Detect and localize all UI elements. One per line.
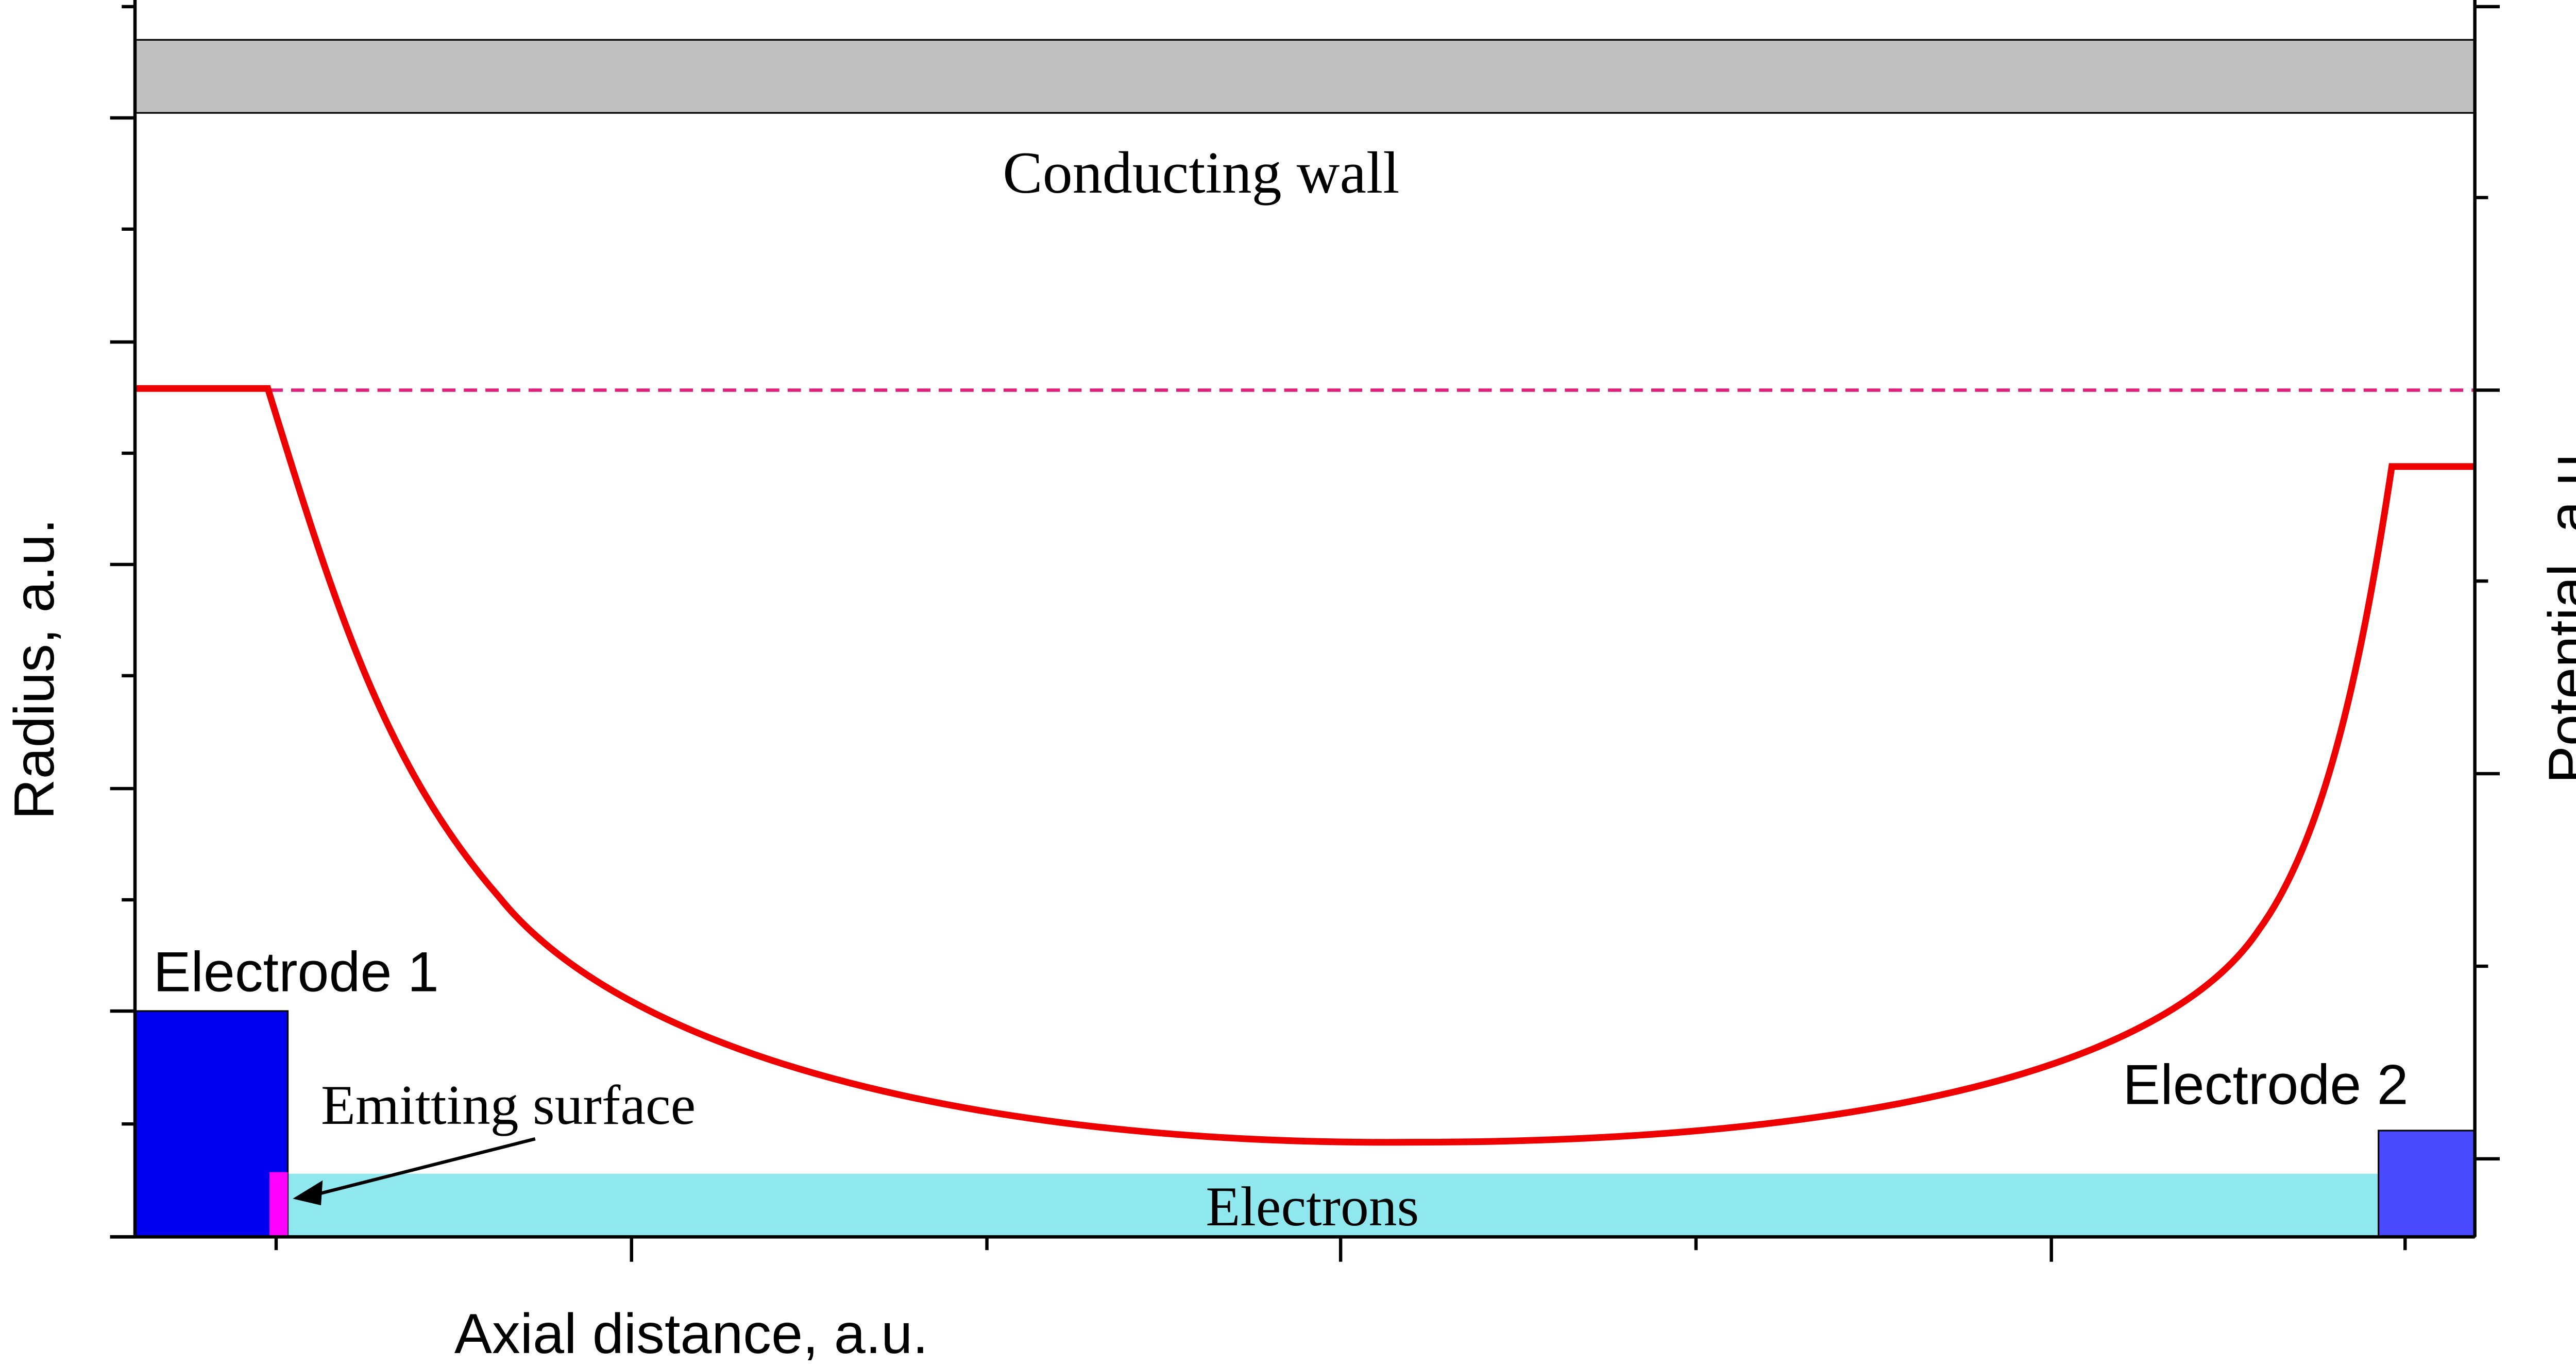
arrowhead-icon [293,1180,323,1206]
bottom-axis-ticks [274,1237,2407,1262]
x-axis-label: Axial distance, a.u. [454,1303,928,1365]
potential-curve [135,385,2475,1146]
electrons-band [286,1173,2382,1237]
electrode-2-label: Electrode 2 [2123,1053,2408,1116]
conducting-wall-label: Conducting wall [1003,140,1399,206]
left-axis-ticks [110,5,135,1239]
conducting-wall [134,39,2476,114]
emitting-surface-arrow [312,1137,536,1197]
emitting-surface [269,1172,288,1237]
right-axis-ticks [2475,5,2500,1161]
electrode-1-label: Electrode 1 [153,940,438,1003]
electrons-label: Electrons [1206,1175,1419,1238]
y-axis-left-label: Radius, a.u. [3,519,66,820]
y-axis-right-label: Potential, a.u. [2537,438,2576,783]
electrode-2 [2378,1130,2476,1238]
axes [110,0,2477,1239]
emitting-surface-label: Emitting surface [321,1073,696,1136]
electrode-1 [134,1010,289,1238]
